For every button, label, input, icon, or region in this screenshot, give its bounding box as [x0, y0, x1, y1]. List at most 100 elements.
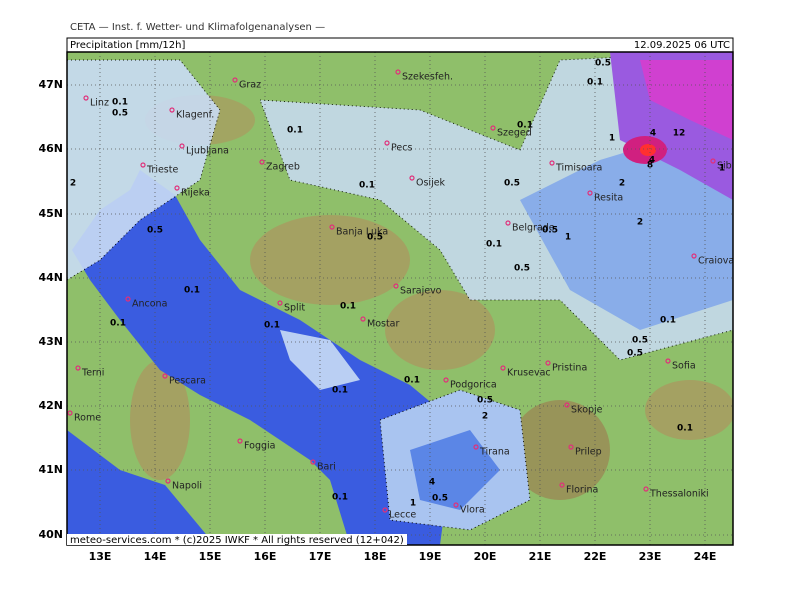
- lon-label: 21E: [529, 550, 552, 563]
- precip-area: [67, 59, 221, 281]
- contour-label: 0.5: [477, 396, 493, 406]
- city-label: Ancona: [132, 299, 167, 310]
- city-label: Foggia: [244, 441, 275, 452]
- city-label: Krusevac: [507, 368, 551, 379]
- lon-label: 14E: [144, 550, 167, 563]
- city-label: Ljubljana: [186, 146, 229, 157]
- city-label: Osijek: [416, 178, 446, 189]
- city-label: Trieste: [146, 165, 178, 176]
- map-title: Precipitation [mm/12h]: [70, 40, 185, 51]
- sea: [72, 170, 450, 545]
- city-marker: [473, 444, 479, 450]
- map-area: Graz Szekesfeh. Linz Klagenf. Szeged Pecs Ljub…: [67, 52, 740, 545]
- city-marker: [564, 402, 570, 408]
- contour-label: 0.1: [517, 121, 533, 131]
- footer-box: [67, 534, 407, 545]
- city-label: Bari: [317, 462, 336, 473]
- city-label: Sarajevo: [400, 286, 442, 297]
- lat-label: 46N: [38, 142, 63, 155]
- lat-label: 40N: [38, 528, 63, 541]
- city-marker: [545, 360, 551, 366]
- contour-label: 0.1: [287, 126, 303, 136]
- heavy-precip: [640, 60, 733, 140]
- city-label: Szeged: [497, 128, 532, 139]
- city-label: Timisoara: [555, 163, 602, 174]
- lat-label: 47N: [38, 78, 63, 91]
- contour-label: 0.1: [332, 493, 348, 503]
- city-label: Lecce: [389, 510, 416, 521]
- lon-label: 16E: [254, 550, 277, 563]
- city-label: Sofia: [672, 361, 696, 372]
- city-marker: [393, 283, 399, 289]
- contour-label: 0.1: [404, 376, 420, 386]
- contour-label: 2: [70, 179, 76, 189]
- city-label: Napoli: [172, 481, 202, 492]
- lon-label: 15E: [199, 550, 222, 563]
- lat-label: 45N: [38, 207, 63, 220]
- city-marker: [643, 486, 649, 492]
- city-label: Klagenf.: [176, 110, 214, 121]
- city-marker: [232, 77, 238, 83]
- city-label: Sibiu: [717, 161, 740, 172]
- city-label: Zagreb: [266, 162, 300, 173]
- axes: 47N 46N 45N 44N 43N 42N 41N 40N 13E 14E 15E 16E 17E 1…: [38, 78, 716, 563]
- contour-label: 8: [647, 161, 653, 171]
- relief: [385, 290, 495, 370]
- datetime: 12.09.2025 06 UTC: [634, 40, 730, 51]
- contour-label: 0.5: [627, 349, 643, 359]
- city-label: Terni: [81, 368, 104, 379]
- city-marker: [67, 410, 73, 416]
- city-label: Split: [284, 303, 305, 314]
- contour-label: 0.5: [147, 226, 163, 236]
- contour-label: 0.1: [184, 286, 200, 296]
- relief: [645, 380, 733, 440]
- contour-label: 0.5: [112, 109, 128, 119]
- city-label: Rome: [74, 413, 101, 424]
- city-label: Vlora: [460, 505, 485, 516]
- contour-label: 1: [609, 134, 615, 144]
- city-marker: [665, 358, 671, 364]
- city-marker: [360, 316, 366, 322]
- city-marker: [710, 158, 716, 164]
- city-label: Graz: [239, 80, 261, 91]
- city-marker: [691, 253, 697, 259]
- contour-label: 12: [673, 129, 686, 139]
- city-label: Florina: [566, 485, 598, 496]
- contour-label: 1: [719, 164, 725, 174]
- contour-label: 2: [482, 412, 488, 422]
- city-label: Banja Luka: [336, 227, 388, 238]
- city-marker: [329, 224, 335, 230]
- city-marker: [587, 190, 593, 196]
- city-label: Skopje: [571, 405, 603, 416]
- city-label: Thessaloniki: [649, 489, 709, 500]
- contour-label: 0.5: [504, 179, 520, 189]
- contour-label: 0.1: [112, 98, 128, 108]
- city-marker: [568, 444, 574, 450]
- lon-label: 24E: [694, 550, 717, 563]
- city-label: Tirana: [479, 447, 510, 458]
- city-marker: [559, 482, 565, 488]
- city-marker: [140, 162, 146, 168]
- contour-label: 0.1: [486, 240, 502, 250]
- city-marker: [310, 459, 316, 465]
- contour-label: 0.1: [340, 302, 356, 312]
- contour-label: 0.5: [542, 226, 558, 236]
- lon-label: 19E: [419, 550, 442, 563]
- agency: CETA — Inst. f. Wetter- und Klimafolgena…: [70, 22, 325, 33]
- lat-label: 44N: [38, 271, 63, 284]
- contour-label: 0.5: [514, 264, 530, 274]
- relief: [510, 400, 610, 500]
- lat-label: 42N: [38, 399, 63, 412]
- contour-label: 2: [619, 179, 625, 189]
- contour-label: 4: [649, 156, 655, 166]
- city-label: Mostar: [367, 319, 400, 330]
- sea: [67, 430, 215, 545]
- lon-label: 20E: [474, 550, 497, 563]
- city-label: Prilep: [575, 447, 602, 458]
- city-marker: [443, 377, 449, 383]
- city-label: Szekesfeh.: [402, 72, 453, 83]
- city-marker: [162, 373, 168, 379]
- footer: meteo-services.com * (c)2025 IWKF * All …: [70, 535, 404, 546]
- contour-label: 0.1: [677, 424, 693, 434]
- city-marker: [490, 125, 496, 131]
